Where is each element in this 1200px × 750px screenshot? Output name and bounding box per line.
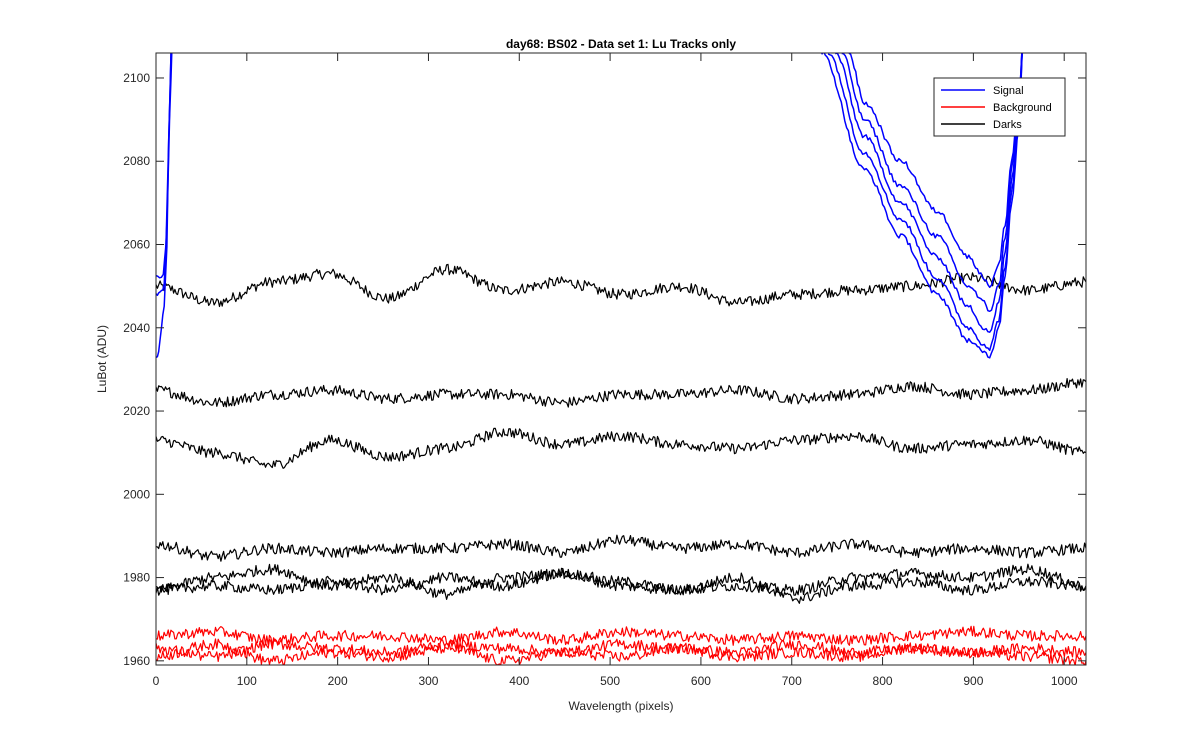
y-axis-label: LuBot (ADU) xyxy=(95,325,109,393)
x-axis-label: Wavelength (pixels) xyxy=(569,699,674,713)
x-tick-label: 200 xyxy=(328,674,348,688)
y-tick-label: 1960 xyxy=(123,654,150,668)
legend-label-background: Background xyxy=(993,102,1052,114)
series-line-darks-5 xyxy=(156,563,1086,596)
series-line-background-6 xyxy=(156,625,1086,646)
x-tick-label: 800 xyxy=(873,674,893,688)
axis-ticks: 0 100 200 300 400 500 600 700 800 900 1000 1960 1980… xyxy=(123,53,1086,688)
series-line-signal-13 xyxy=(841,53,1023,313)
y-tick-label: 2000 xyxy=(123,487,150,501)
legend: Signal Background Darks xyxy=(933,77,1066,137)
plot-area xyxy=(156,53,1086,665)
series-line-background-8 xyxy=(156,638,1086,665)
x-tick-label: 100 xyxy=(237,674,257,688)
series-line-background-7 xyxy=(156,638,1086,662)
series-line-signal-15 xyxy=(827,53,1023,352)
series-line-darks-3 xyxy=(156,534,1086,562)
y-tick-label: 2060 xyxy=(123,238,150,252)
y-tick-label: 2020 xyxy=(123,404,150,418)
legend-label-darks: Darks xyxy=(993,119,1022,131)
legend-label-signal: Signal xyxy=(993,85,1024,97)
y-tick-label: 2040 xyxy=(123,321,150,335)
y-tick-label: 2080 xyxy=(123,154,150,168)
series-line-signal-14 xyxy=(834,53,1023,333)
series-line-darks-0 xyxy=(156,263,1086,308)
x-tick-label: 500 xyxy=(600,674,620,688)
chart-title: day68: BS02 - Data set 1: Lu Tracks only xyxy=(506,37,736,51)
x-tick-label: 600 xyxy=(691,674,711,688)
x-tick-label: 300 xyxy=(418,674,438,688)
y-tick-label: 1980 xyxy=(123,571,150,585)
x-tick-label: 400 xyxy=(509,674,529,688)
series-line-signal-16 xyxy=(821,53,1024,359)
series-line-darks-1 xyxy=(156,378,1086,408)
x-tick-label: 1000 xyxy=(1051,674,1078,688)
plot-frame xyxy=(155,52,1087,666)
series-line-signal-12 xyxy=(848,53,1023,289)
x-tick-label: 900 xyxy=(963,674,983,688)
y-tick-label: 2100 xyxy=(123,71,150,85)
series-line-signal-11 xyxy=(156,53,172,279)
x-tick-label: 700 xyxy=(782,674,802,688)
series-layer xyxy=(156,53,1086,665)
x-tick-label: 0 xyxy=(153,674,160,688)
series-line-darks-2 xyxy=(156,427,1086,469)
